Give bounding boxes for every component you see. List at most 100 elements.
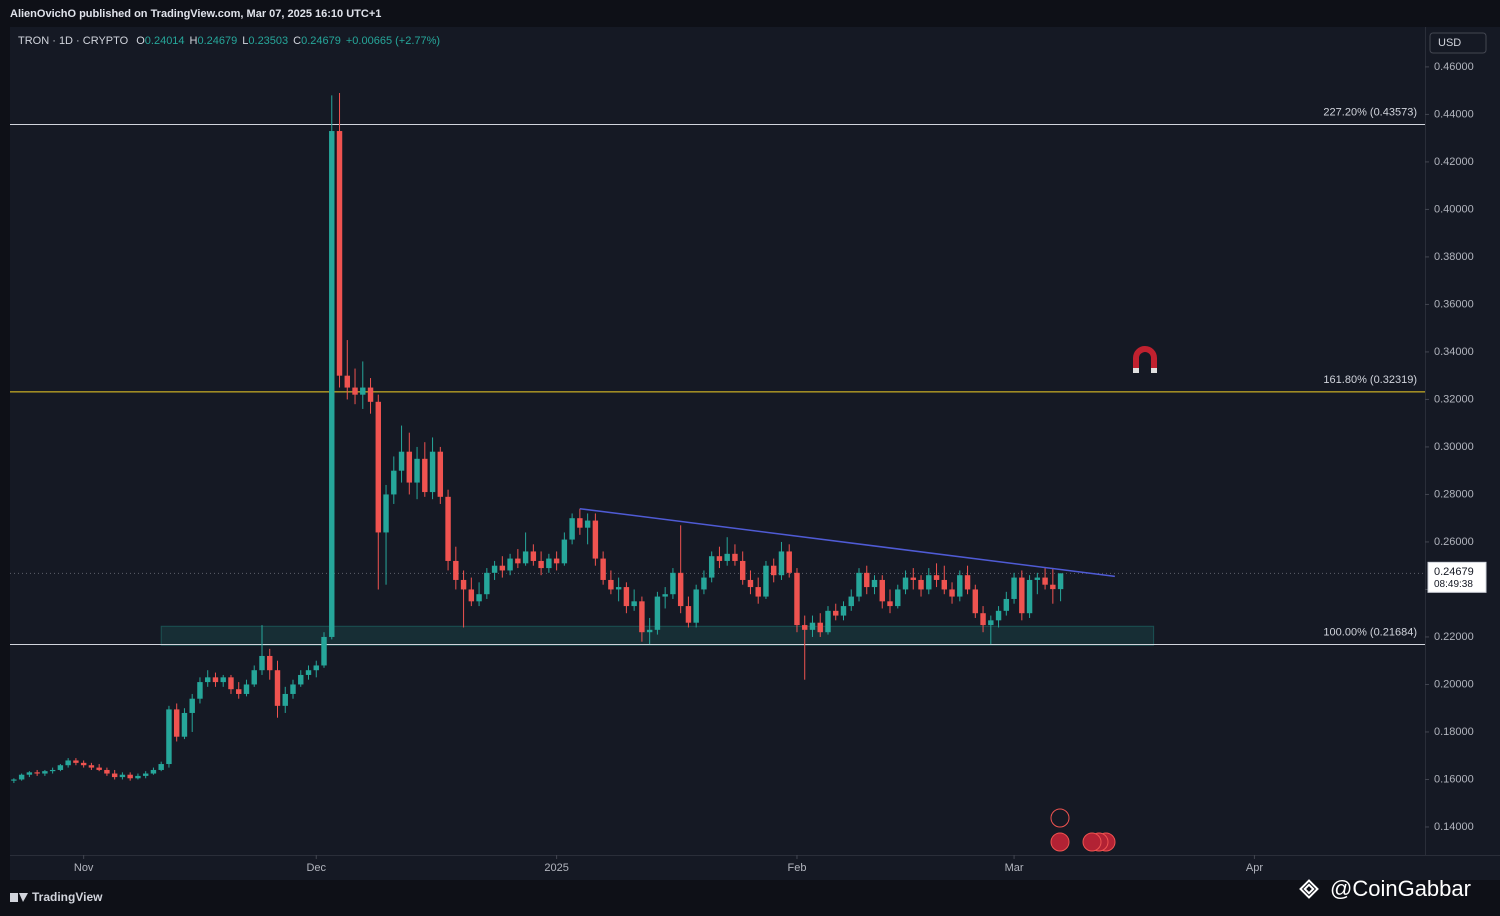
candle-body <box>840 606 847 616</box>
candle-body <box>290 684 296 694</box>
candle-body <box>1026 579 1033 614</box>
candle-body <box>677 572 684 607</box>
candle-body <box>825 610 831 633</box>
candle-body <box>763 565 769 597</box>
candle-body <box>460 579 467 590</box>
candle-body <box>902 577 909 590</box>
candle-body <box>391 470 397 495</box>
candle-body <box>1057 573 1064 590</box>
candle-body <box>18 774 25 780</box>
candle-body <box>150 769 157 774</box>
candle-body <box>243 684 250 694</box>
candle-body <box>236 689 242 694</box>
candle-body <box>111 773 118 778</box>
candle-body <box>135 775 141 779</box>
candle-body <box>809 622 816 630</box>
candle-body <box>708 556 715 578</box>
y-tick-label: 0.16000 <box>1434 773 1474 785</box>
brand: TradingView <box>32 890 103 904</box>
candle-body <box>34 772 40 774</box>
candle-body <box>142 773 149 776</box>
candle-body <box>530 551 537 561</box>
candle-body <box>654 596 661 630</box>
candle-body <box>577 518 583 528</box>
candle-body <box>910 577 916 580</box>
candle-body <box>538 560 544 569</box>
fib-label: 227.20% (0.43573) <box>1323 106 1417 118</box>
candle-body <box>204 677 211 683</box>
candle-body <box>80 762 87 766</box>
candle-body <box>786 551 792 573</box>
y-tick-label: 0.20000 <box>1434 678 1474 690</box>
candle-body <box>166 709 172 765</box>
candle-body <box>895 589 901 607</box>
candle-body <box>57 765 64 770</box>
watermark: @CoinGabbar <box>1330 876 1471 901</box>
y-tick-label: 0.40000 <box>1434 203 1474 215</box>
candle-body <box>553 558 560 564</box>
candle-body <box>220 677 226 683</box>
candle-body <box>1003 598 1010 611</box>
candle-body <box>65 760 71 766</box>
candle-body <box>336 131 343 376</box>
candle-body <box>887 601 893 607</box>
candle-body <box>173 709 180 737</box>
candle-body <box>329 131 335 637</box>
candle-body <box>1050 584 1056 590</box>
ohlc-value: 0.24679 <box>198 35 238 47</box>
ohlc-key: O <box>136 35 145 47</box>
candle-body <box>476 594 482 602</box>
candle-body <box>670 572 676 595</box>
candle-body <box>212 677 219 683</box>
candle-body <box>685 606 692 623</box>
candle-body <box>941 579 948 590</box>
candle-body <box>957 575 963 597</box>
candle-body <box>49 769 56 772</box>
candle-body <box>1042 577 1048 585</box>
candle-body <box>96 767 102 770</box>
y-tick-label: 0.26000 <box>1434 536 1474 548</box>
symbol-header: TRON · 1D · CRYPTO O0.24014 H0.24679 L0.235… <box>18 35 440 47</box>
price-tag-value: 0.24679 <box>1434 566 1474 578</box>
candle-body <box>484 572 490 595</box>
candle-body <box>964 575 971 590</box>
plot: 227.20% (0.43573) 161.80% (0.32319) 100.00… <box>10 93 1425 784</box>
candle-body <box>313 665 319 671</box>
candle-body <box>383 494 389 533</box>
ohlc-key: H <box>190 35 198 47</box>
candle-body <box>926 575 932 590</box>
candle-body <box>856 572 862 597</box>
candle-body <box>608 579 614 590</box>
candle-body <box>181 712 188 737</box>
x-tick-label: Apr <box>1246 862 1263 874</box>
y-tick-label: 0.28000 <box>1434 488 1474 500</box>
candle-body <box>259 655 265 671</box>
candle-body <box>848 596 854 607</box>
candle-body <box>569 518 575 540</box>
candle-body <box>770 565 777 576</box>
price-axis <box>1425 27 1500 855</box>
fib-label: 100.00% (0.21684) <box>1323 626 1417 638</box>
candle-body <box>360 387 366 395</box>
candle-body <box>716 556 723 561</box>
candle-body <box>995 610 1002 621</box>
candle-body <box>1019 577 1025 614</box>
candle-body <box>491 565 498 573</box>
candle-body <box>305 670 312 675</box>
candle-body <box>724 553 730 561</box>
tv-logo <box>10 893 28 902</box>
y-tick-label: 0.38000 <box>1434 251 1474 263</box>
y-tick-label: 0.18000 <box>1434 726 1474 738</box>
ohlc-value: 0.24014 <box>145 35 185 47</box>
y-tick-label: 0.46000 <box>1434 61 1474 73</box>
x-tick-label: 2025 <box>544 862 568 874</box>
candle-body <box>445 496 451 561</box>
currency-button[interactable] <box>1429 32 1487 54</box>
candle-body <box>864 572 870 588</box>
candle-body <box>747 579 754 588</box>
candle-body <box>499 565 506 571</box>
ohlc-value: 0.23503 <box>248 35 288 47</box>
candle-body <box>11 779 17 781</box>
